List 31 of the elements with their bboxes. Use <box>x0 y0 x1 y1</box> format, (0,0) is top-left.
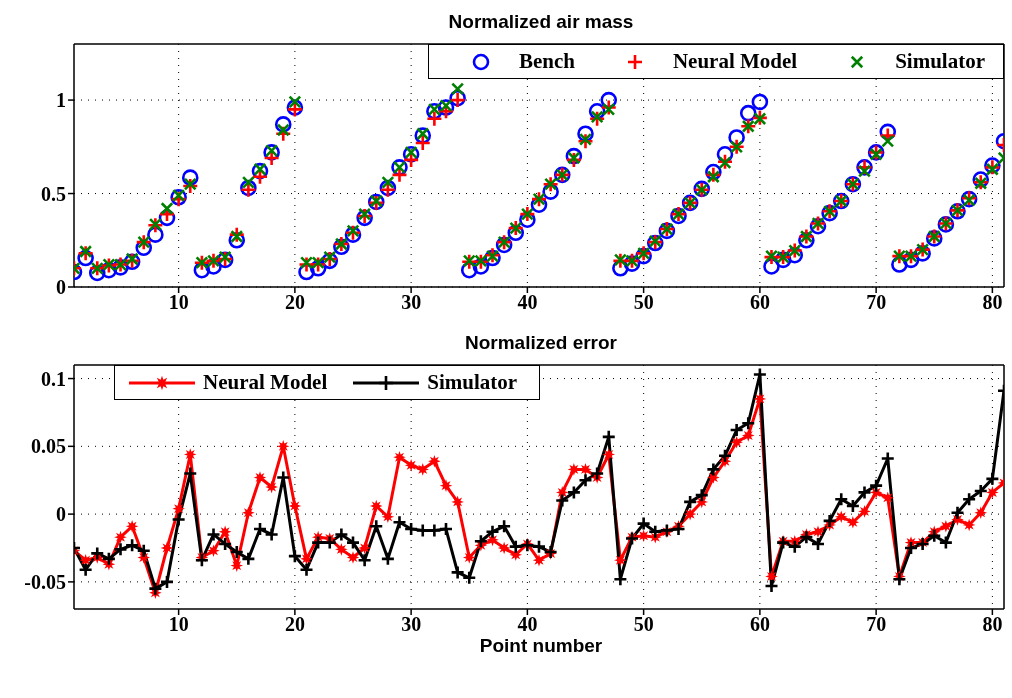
y-tick-label: 0.5 <box>41 182 66 205</box>
x-tick-label: 10 <box>168 291 189 314</box>
x-tick-label: 40 <box>517 291 538 314</box>
x-axis-title: Point number <box>478 635 604 657</box>
chart-title: Normalized error <box>463 331 618 355</box>
x-tick-label: 80 <box>982 613 1003 636</box>
y-tick-label: 0 <box>56 276 66 299</box>
y-tick-label: 1 <box>56 89 66 112</box>
legend-label: Simulator <box>895 49 985 74</box>
x-tick-label: 20 <box>284 613 305 636</box>
chart-title: Normalized air mass <box>447 10 635 34</box>
legend-label: Simulator <box>427 370 518 395</box>
legend-label: Neural Model <box>203 370 328 395</box>
x-tick-label: 20 <box>284 291 305 314</box>
x-tick-label: 60 <box>749 291 770 314</box>
x-tick-label: 60 <box>749 613 770 636</box>
y-tick-label: 0.1 <box>41 367 66 390</box>
x-tick-label: 50 <box>633 291 654 314</box>
y-tick-label: 0 <box>56 503 66 526</box>
x-tick-label: 70 <box>866 291 887 314</box>
legend-label: Bench <box>518 49 575 74</box>
x-tick-label: 80 <box>982 291 1003 314</box>
x-tick-label: 30 <box>401 613 422 636</box>
y-tick-label: 0.05 <box>31 435 66 458</box>
x-tick-label: 30 <box>401 291 422 314</box>
x-tick-label: 40 <box>517 613 538 636</box>
x-tick-label: 10 <box>168 613 189 636</box>
y-tick-label: -0.05 <box>24 570 66 593</box>
x-tick-label: 70 <box>866 613 887 636</box>
legend-label: Neural Model <box>672 49 798 74</box>
x-tick-label: 50 <box>633 613 654 636</box>
